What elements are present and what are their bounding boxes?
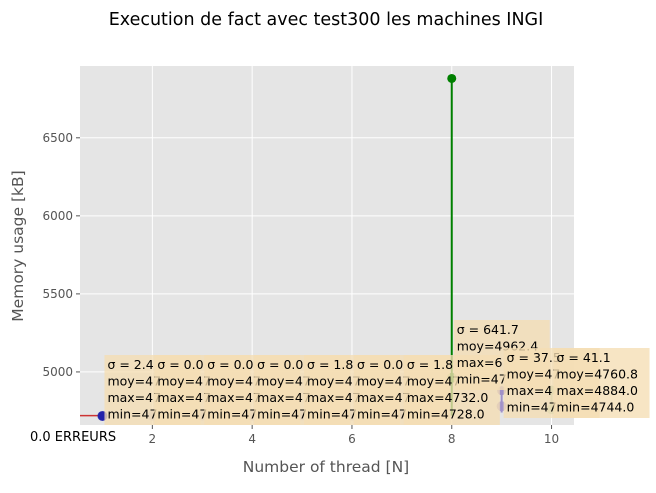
y-tick-label: 6500 xyxy=(42,131,73,145)
annotation-line: moy=47 xyxy=(507,367,561,382)
annotation-line: max=4732.0 xyxy=(407,390,488,405)
annotation-line: max=47 xyxy=(207,390,261,405)
annotation-line: σ = 641.7 xyxy=(457,322,519,337)
annotation-line: min=47 xyxy=(307,407,357,422)
chart-title: Execution de fact avec test300 les machi… xyxy=(109,10,544,30)
annotation-line: min=47 xyxy=(257,407,307,422)
annotation-line: σ = 41.1 xyxy=(557,350,611,365)
annotation-box xyxy=(553,348,650,418)
x-tick-label: 10 xyxy=(544,432,559,446)
annotation-line: moy=47 xyxy=(157,374,211,389)
annotation-line: min=47 xyxy=(157,407,207,422)
annotation-line: σ = 37.5 xyxy=(507,350,561,365)
annotation-line: min=4728.0 xyxy=(407,407,485,422)
annotation-line: min=4744.0 xyxy=(557,400,635,415)
annotation-line: σ = 1.8 xyxy=(407,357,453,372)
y-tick-label: 6000 xyxy=(42,209,73,223)
annotation-line: moy=47 xyxy=(357,374,411,389)
annotation-line: min=47 xyxy=(457,372,507,387)
annotation-line: σ = 1.8 xyxy=(307,357,353,372)
annotation-line: max=4884.0 xyxy=(557,383,638,398)
annotation-line: min=47 xyxy=(357,407,407,422)
annotation-line: moy=47 xyxy=(107,374,161,389)
annotation-line: max=47 xyxy=(157,390,211,405)
x-axis-label: Number of thread [N] xyxy=(243,458,409,476)
x-tick-label: 6 xyxy=(348,432,356,446)
annotation-line: min=47 xyxy=(107,407,157,422)
annotation-line: max=4 xyxy=(507,383,553,398)
error-count-label: 0.0 ERREURS xyxy=(30,430,116,445)
y-axis-ticks: 5000 5500 6000 6500 xyxy=(42,131,80,379)
annotation-line: max=47 xyxy=(307,390,361,405)
annotation-line: σ = 0.0 xyxy=(207,357,253,372)
annotation-line: moy=47 xyxy=(407,374,461,389)
annotation-line: σ = 0.0 xyxy=(157,357,203,372)
annotation-line: min=47 xyxy=(507,400,557,415)
annotation-line: max=47 xyxy=(357,390,411,405)
annotation-line: σ = 0.0 xyxy=(257,357,303,372)
y-tick-label: 5500 xyxy=(42,287,73,301)
annotation-line: moy=47 xyxy=(207,374,261,389)
x-tick-label: 2 xyxy=(149,432,157,446)
max-point xyxy=(447,73,457,83)
x-axis-ticks: 2 4 6 8 10 xyxy=(149,425,559,446)
annotation-line: moy=4760.8 xyxy=(557,367,638,382)
annotation-line: σ = 2.4 xyxy=(107,357,153,372)
x-tick-label: 8 xyxy=(448,432,456,446)
x-tick-label: 4 xyxy=(248,432,256,446)
annotation-line: min=47 xyxy=(207,407,257,422)
annotation-line: max=47 xyxy=(257,390,311,405)
annotation-line: moy=47 xyxy=(257,374,311,389)
annotation-line: σ = 0.0 xyxy=(357,357,403,372)
y-tick-label: 5000 xyxy=(42,365,73,379)
annotation-line: max=47 xyxy=(107,390,161,405)
annotation-line: max=6 xyxy=(457,355,503,370)
annotation-line: moy=47 xyxy=(307,374,361,389)
y-axis-label: Memory usage [kB] xyxy=(9,170,27,321)
